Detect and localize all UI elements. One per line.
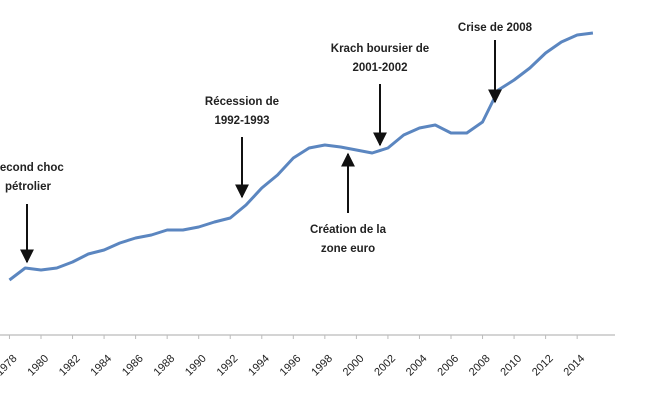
x-tick-label: 2012 <box>530 353 556 379</box>
x-tick-label: 1998 <box>309 353 335 379</box>
annotation: pétrolier <box>5 181 52 193</box>
x-tick-label: 1994 <box>246 353 272 379</box>
x-tick-label: 2010 <box>498 353 524 379</box>
x-tick-label: 1996 <box>278 353 304 379</box>
annotation: Crise de 2008 <box>458 22 533 34</box>
annotation: 2001-2002 <box>353 62 408 74</box>
x-tick-label: 2002 <box>372 353 398 379</box>
x-tick-label: 1986 <box>120 353 146 379</box>
annotation: zone euro <box>321 243 375 255</box>
x-tick-label: 1984 <box>88 353 114 379</box>
x-tick-label: 2014 <box>562 353 588 379</box>
x-tick-label: 2006 <box>435 353 461 379</box>
annotation: Second choc <box>0 162 64 174</box>
x-tick-label: 2004 <box>404 353 430 379</box>
x-tick-label: 1982 <box>57 353 83 379</box>
annotation: Création de la <box>310 224 387 236</box>
annotation: 1992-1993 <box>215 115 270 127</box>
x-tick-label: 2000 <box>341 353 367 379</box>
x-tick-label: 1990 <box>183 353 209 379</box>
annotation: Krach boursier de <box>331 43 429 55</box>
x-tick-label: 1988 <box>152 353 178 379</box>
annotation: Récession de <box>205 96 279 108</box>
line-series <box>8 31 594 282</box>
x-tick-label: 1992 <box>215 353 241 379</box>
x-tick-label: 1980 <box>25 353 51 379</box>
x-tick-label: 1978 <box>0 353 20 379</box>
x-tick-label: 2008 <box>467 353 493 379</box>
